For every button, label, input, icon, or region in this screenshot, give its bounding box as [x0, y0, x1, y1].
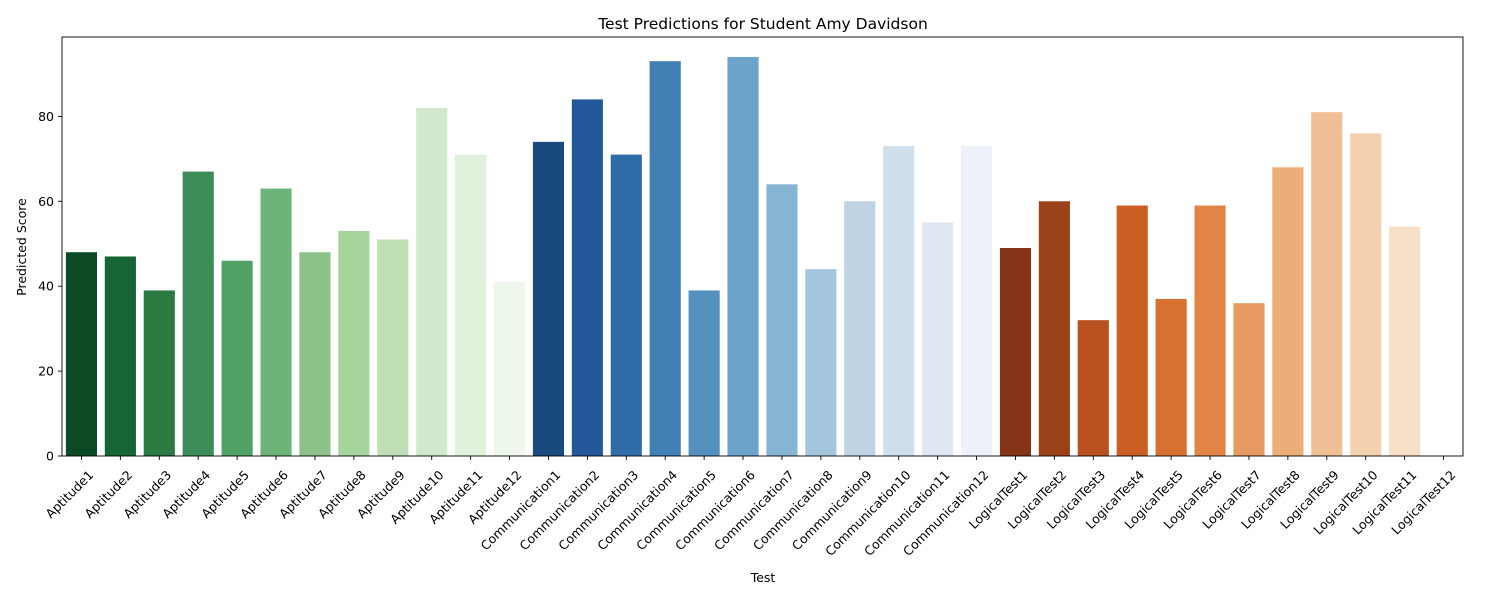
y-tick-label: 40	[38, 279, 54, 294]
bar-communication2	[571, 99, 603, 456]
bar-aptitude6	[260, 188, 292, 456]
bar-communication1	[532, 141, 565, 456]
bar-communication8	[805, 269, 837, 456]
x-axis-label: Test	[750, 570, 776, 585]
plot-frame	[61, 36, 1464, 457]
chart-title: Test Predictions for Student Amy Davidso…	[597, 15, 928, 33]
bar-logicaltest2	[1038, 201, 1070, 456]
bar-aptitude9	[377, 239, 409, 456]
bar-logicaltest9	[1311, 112, 1343, 456]
bar-communication12	[960, 146, 993, 456]
bar-logicaltest8	[1272, 167, 1304, 456]
bar-logicaltest4	[1116, 205, 1148, 456]
x-axis-ticks: Aptitude1Aptitude2Aptitude3Aptitude4Apti…	[42, 456, 1458, 559]
bar-aptitude8	[338, 231, 370, 456]
bar-communication5	[688, 290, 720, 456]
bar-communication11	[922, 222, 954, 456]
bar-aptitude11	[455, 154, 487, 457]
y-axis-ticks: 0 20 40 60 80	[38, 109, 62, 464]
bar-communication10	[883, 146, 915, 456]
y-tick-label: 80	[38, 109, 54, 124]
bar-logicaltest1	[999, 247, 1032, 456]
bar-logicaltest7	[1233, 303, 1265, 456]
bar-aptitude7	[299, 252, 331, 456]
bar-logicaltest11	[1389, 226, 1421, 456]
bar-logicaltest6	[1194, 205, 1226, 456]
y-axis-label: Predicted Score	[14, 198, 29, 296]
bar-communication6	[727, 56, 759, 456]
bar-aptitude12	[493, 281, 526, 456]
bar-logicaltest5	[1155, 298, 1187, 456]
bar-aptitude2	[104, 256, 136, 456]
bar-communication4	[649, 61, 681, 456]
bars-group	[65, 56, 1421, 457]
bar-aptitude4	[182, 171, 214, 456]
bar-communication7	[766, 184, 798, 457]
bar-communication9	[844, 201, 876, 456]
bar-logicaltest3	[1077, 320, 1109, 456]
bar-aptitude1	[65, 252, 98, 456]
bar-aptitude3	[143, 290, 175, 456]
y-tick-label: 60	[38, 194, 54, 209]
y-tick-label: 20	[38, 364, 54, 379]
bar-aptitude5	[221, 260, 253, 456]
bar-aptitude10	[416, 107, 448, 457]
y-tick-label: 0	[46, 449, 54, 464]
bar-communication3	[610, 154, 642, 457]
bar-logicaltest10	[1350, 133, 1382, 456]
